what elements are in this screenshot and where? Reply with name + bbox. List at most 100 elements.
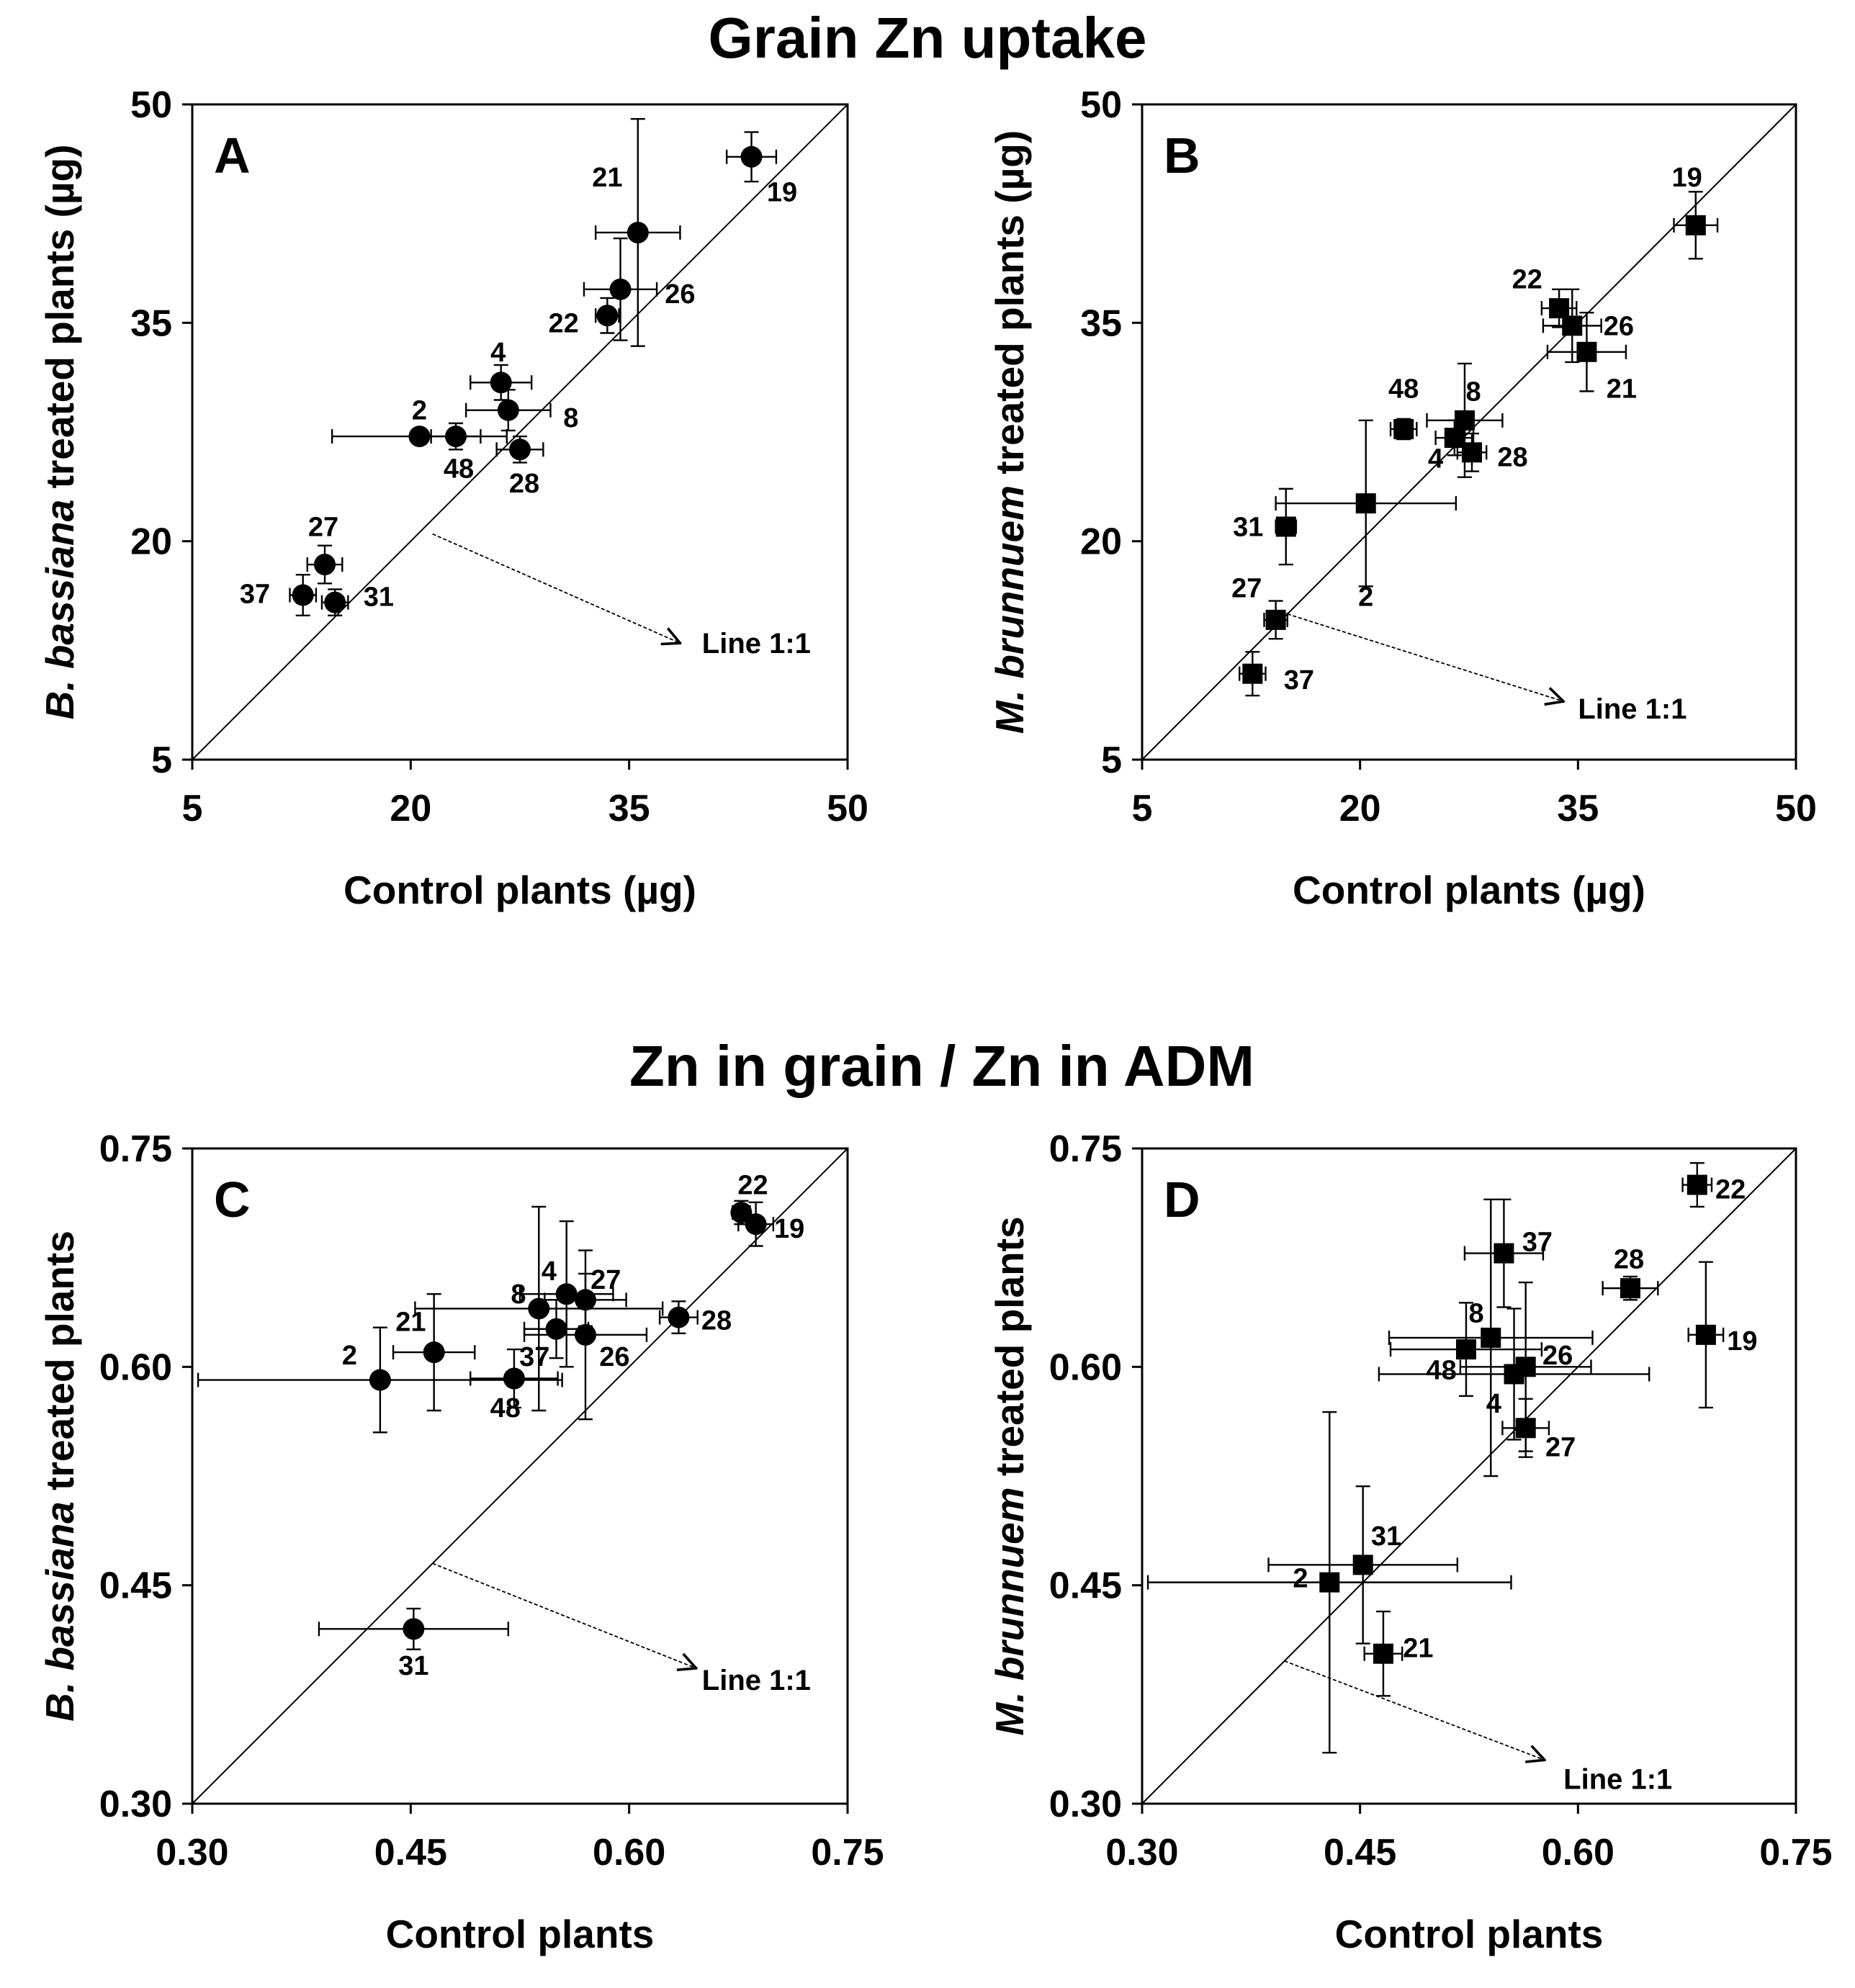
identity-line	[192, 104, 848, 760]
x-tick-label: 0.60	[1542, 1832, 1614, 1874]
x-tick-label: 0.45	[374, 1832, 447, 1874]
data-point-label: 48	[490, 1393, 521, 1423]
marker-circle	[509, 438, 531, 461]
data-point-label: 8	[511, 1279, 526, 1310]
data-point-label: 27	[1231, 573, 1262, 603]
line-annotation-arrow	[432, 533, 681, 644]
data-point-label: 4	[1428, 444, 1443, 474]
panel-a: 55 20 20 35 35 50 50 A Control plants (µg) B. bas…	[37, 84, 868, 912]
marker-circle	[545, 1318, 567, 1340]
data-point-31: 31	[320, 583, 394, 616]
data-point-label: 19	[1672, 163, 1702, 193]
y-tick-label: 20	[1080, 521, 1122, 563]
marker-circle	[423, 1341, 445, 1364]
marker-square	[1355, 493, 1376, 514]
marker-circle	[369, 1369, 391, 1391]
marker-circle	[745, 1213, 767, 1236]
data-point-8: 8	[464, 389, 578, 433]
marker-square	[1504, 1364, 1524, 1385]
plot-frame	[1141, 1147, 1797, 1805]
marker-circle	[292, 584, 314, 606]
data-point-label: 21	[1403, 1634, 1433, 1664]
data-point-label: 37	[240, 579, 270, 609]
plot-frame	[191, 1147, 849, 1805]
data-point-26: 26	[523, 1249, 648, 1421]
data-point-8: 8	[1388, 1198, 1594, 1477]
marker-square	[1265, 609, 1286, 630]
data-point-label: 48	[1388, 374, 1419, 404]
data-point-31: 31	[318, 1607, 510, 1681]
data-point-label: 22	[549, 308, 579, 338]
y-axis-label: B. bassiana treated plants	[37, 1231, 82, 1722]
y-tick-label: 0.45	[1049, 1565, 1122, 1607]
y-tick-label: 0.30	[99, 1784, 172, 1825]
data-point-label: 26	[665, 279, 695, 310]
data-point-label: 28	[1497, 442, 1527, 472]
data-point-27: 27	[1501, 1398, 1576, 1463]
x-tick-label: 35	[608, 788, 650, 829]
y-tick-label: 0.60	[99, 1346, 172, 1388]
line-annotation-arrow	[432, 1562, 696, 1668]
data-point-26: 26	[583, 237, 696, 341]
data-point-label: 27	[308, 512, 338, 542]
marker-circle	[314, 554, 336, 576]
marker-circle	[503, 1367, 525, 1390]
plot-frame	[191, 103, 849, 761]
data-point-label: 21	[395, 1308, 426, 1338]
data-point-2: 2	[1146, 1411, 1512, 1754]
y-tick-label: 0.75	[1049, 1128, 1122, 1170]
data-point-label: 21	[1607, 374, 1637, 404]
x-tick-label: 50	[827, 788, 868, 829]
data-point-21: 21	[1546, 311, 1637, 404]
marker-square	[1275, 516, 1296, 537]
marker-circle	[445, 426, 467, 448]
data-point-label: 31	[398, 1651, 428, 1681]
marker-square	[1515, 1418, 1536, 1439]
data-point-label: 31	[1233, 512, 1263, 542]
data-point-21: 21	[392, 1293, 476, 1412]
data-point-19: 19	[725, 131, 797, 207]
x-axis-label: Control plants	[386, 1912, 655, 1956]
y-axis-label: B. bassiana treated plants (µg)	[37, 145, 82, 720]
marker-circle	[609, 278, 632, 300]
data-point-label: 22	[737, 1171, 768, 1201]
x-tick-label: 0.45	[1324, 1832, 1396, 1874]
marker-circle	[730, 1201, 753, 1223]
y-tick-label: 5	[1101, 739, 1122, 781]
line-annotation-label: Line 1:1	[702, 628, 811, 660]
identity-line	[1141, 104, 1797, 760]
data-point-37: 37	[240, 573, 318, 616]
marker-square	[1462, 442, 1483, 463]
data-point-21: 21	[1363, 1610, 1434, 1697]
marker-circle	[575, 1323, 596, 1346]
section-title-zn-ratio: Zn in grain / Zn in ADM	[629, 1034, 1254, 1098]
data-point-label: 19	[774, 1214, 804, 1244]
x-axis-label: Control plants (µg)	[1293, 868, 1645, 912]
x-tick-label: 0.75	[1759, 1832, 1832, 1874]
data-point-28: 28	[658, 1300, 732, 1336]
y-axis-label-rest: treated plants	[37, 1231, 82, 1501]
data-point-48: 48	[470, 1348, 559, 1423]
data-point-label: 4	[1486, 1389, 1501, 1419]
data-point-label: 2	[1358, 583, 1373, 613]
marker-square	[1393, 418, 1414, 439]
y-axis-label: M. brunnuem treated plants (µg)	[987, 130, 1032, 734]
y-axis-label-species: B. bassiana	[37, 1501, 82, 1722]
x-tick-label: 20	[390, 788, 431, 829]
y-tick-label: 50	[130, 84, 172, 126]
x-tick-label: 35	[1557, 788, 1599, 829]
data-point-28: 28	[1456, 432, 1528, 472]
marker-square	[1444, 428, 1465, 449]
data-point-31: 31	[1267, 1485, 1459, 1645]
data-point-label: 2	[1293, 1564, 1308, 1594]
x-tick-label: 50	[1775, 788, 1817, 829]
data-point-label: 28	[1614, 1245, 1644, 1275]
marker-square	[1373, 1643, 1393, 1664]
data-point-27: 27	[1231, 573, 1288, 640]
data-point-4: 4	[470, 338, 533, 401]
x-tick-label: 5	[182, 788, 203, 829]
line-annotation-label: Line 1:1	[1578, 693, 1686, 725]
marker-circle	[497, 399, 519, 421]
y-axis-label-species: M. brunnuem	[987, 1487, 1032, 1735]
data-point-label: 8	[563, 403, 578, 433]
